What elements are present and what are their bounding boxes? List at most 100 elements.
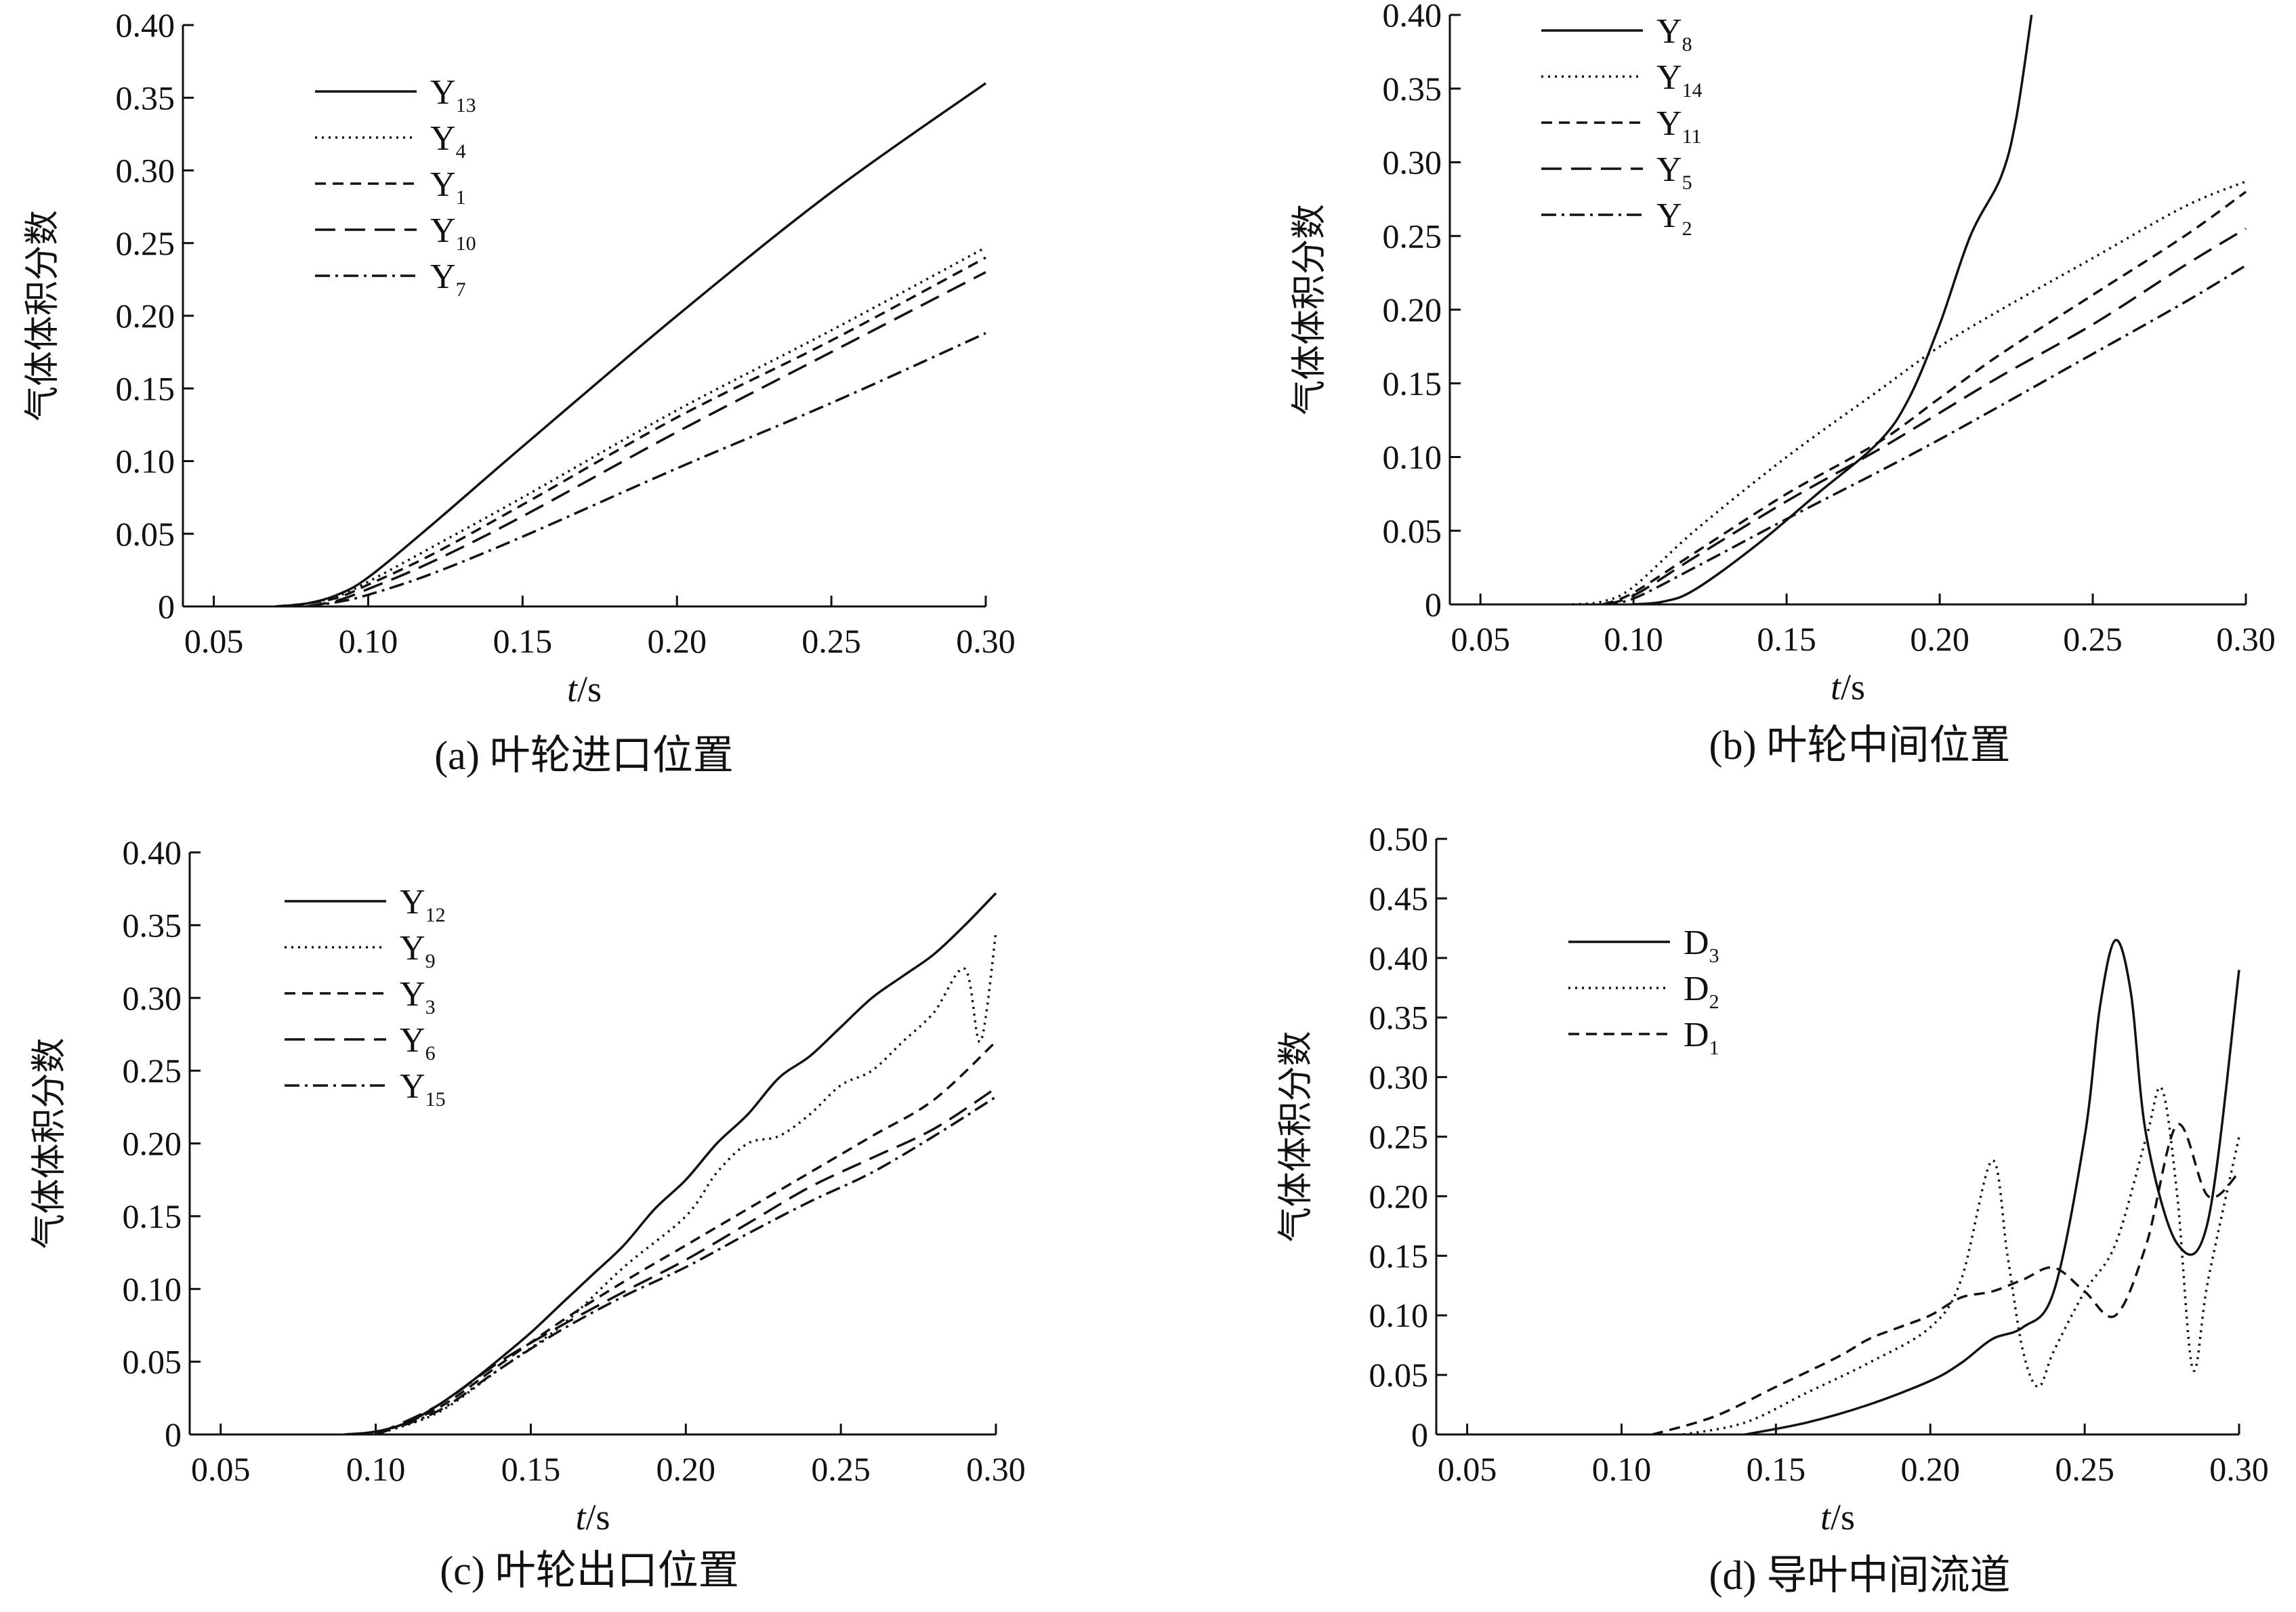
legend-label: Y11	[1656, 104, 1701, 148]
panel-caption: (c) 叶轮出口位置	[440, 1548, 739, 1593]
chart-panel-2: 00.050.100.150.200.250.300.350.400.05 0.1…	[29, 833, 1026, 1593]
y-tick-label: 0.35	[123, 906, 182, 944]
y-tick-label: 0.10	[1369, 1296, 1429, 1334]
y-tick-label: 0.50	[1369, 820, 1429, 858]
series-line-Y14	[1572, 180, 2247, 604]
series-line-Y2	[1602, 264, 2247, 604]
x-tick-label: 0.25	[2063, 620, 2123, 658]
series-line-Y13	[275, 82, 987, 606]
legend-label: D1	[1684, 1016, 1719, 1059]
y-tick-label: 0.40	[116, 6, 175, 44]
y-tick-label: 0.20	[123, 1125, 182, 1163]
x-tick-label: 0.20	[647, 622, 707, 660]
x-axis-title: t/s	[567, 669, 602, 709]
legend-label: Y6	[400, 1021, 436, 1065]
y-axis-title: 气体体积分数	[22, 210, 63, 421]
y-axis-title: 气体体积分数	[29, 1037, 70, 1249]
x-tick-label: 0.25	[811, 1450, 871, 1488]
y-tick-label: 0.20	[1383, 291, 1442, 329]
x-tick-label: 0.10	[1592, 1450, 1652, 1488]
chart-panel-3: 0 0.05 0.10 0.15 0.20 0.25 0.30 0.35 0.40 0.45 0.5…	[1276, 820, 2269, 1598]
legend-label: Y7	[430, 257, 466, 301]
series-line-Y8	[1633, 14, 2033, 604]
x-tick-label: 0.20	[656, 1450, 716, 1488]
legend-label: Y13	[430, 73, 476, 117]
y-tick-label: 0.30	[116, 152, 175, 190]
x-tick-label: 0.15	[1747, 1450, 1806, 1488]
y-tick-label: 0.35	[1369, 999, 1429, 1037]
series-line-Y1	[275, 256, 986, 606]
y-tick-label: 0.20	[1369, 1177, 1429, 1215]
series-line-Y4	[275, 246, 986, 606]
x-tick-label: 0.10	[346, 1450, 406, 1488]
y-axis-title: 气体体积分数	[1276, 1031, 1316, 1242]
y-tick-label: 0.05	[1369, 1356, 1429, 1394]
x-tick-label: 0.20	[1900, 1450, 1960, 1488]
y-tick-label: 0.30	[123, 979, 182, 1017]
x-tick-label: 0.30	[2216, 620, 2276, 658]
legend-label: D2	[1684, 970, 1719, 1013]
y-tick-label: 0.15	[116, 369, 175, 407]
y-tick-label: 0.10	[1383, 438, 1442, 476]
y-tick-label: 0	[1425, 585, 1442, 623]
y-tick-label: 0.40	[1369, 939, 1429, 977]
y-tick-label: 0.05	[1383, 512, 1442, 550]
legend-label: Y12	[400, 883, 446, 926]
series-line-Y10	[306, 271, 986, 606]
x-tick-label: 0.10	[339, 622, 398, 660]
series-line-Y9	[375, 932, 997, 1434]
legend-label: D3	[1684, 924, 1719, 967]
series-line-Y6	[375, 1087, 997, 1434]
y-tick-label: 0	[165, 1415, 182, 1453]
chart-panel-1: 00.050.100.150.200.250.300.350.400.05 0.1…	[1289, 0, 2276, 768]
legend-label: Y14	[1656, 58, 1703, 102]
legend-label: Y8	[1656, 12, 1692, 56]
x-tick-label: 0.15	[493, 622, 553, 660]
chart-panel-0: 00.050.100.150.200.250.300.350.400.05 0.1…	[22, 6, 1016, 778]
panel-caption: (d) 导叶中间流道	[1709, 1553, 2011, 1598]
legend-label: Y2	[1656, 197, 1692, 240]
legend-label: Y5	[1656, 150, 1692, 194]
x-tick-label: 0.30	[2209, 1450, 2269, 1488]
legend-label: Y3	[400, 975, 436, 1018]
legend-label: Y15	[400, 1067, 446, 1111]
y-tick-label: 0.35	[1383, 70, 1442, 108]
legend-label: Y1	[430, 165, 466, 209]
x-tick-label: 0.05	[191, 1450, 251, 1488]
x-tick-label: 0.25	[801, 622, 861, 660]
y-tick-label: 0.15	[123, 1197, 182, 1235]
x-tick-label: 0.10	[1604, 620, 1663, 658]
x-tick-label: 0.30	[966, 1450, 1026, 1488]
y-tick-label: 0.25	[123, 1052, 182, 1090]
series-line-Y15	[375, 1096, 997, 1434]
panel-caption: (b) 叶轮中间位置	[1709, 723, 2011, 768]
y-tick-label: 0.20	[116, 297, 175, 335]
y-tick-label: 0.40	[1383, 0, 1442, 34]
x-axis-title: t/s	[575, 1497, 610, 1537]
series-line-Y12	[344, 892, 997, 1434]
x-tick-label: 0.30	[956, 622, 1016, 660]
panel-caption: (a) 叶轮进口位置	[434, 733, 734, 778]
y-tick-label: 0.25	[1369, 1118, 1429, 1156]
y-tick-label: 0.15	[1383, 365, 1442, 402]
y-axis-title: 气体体积分数	[1289, 204, 1330, 415]
x-tick-label: 0.05	[1438, 1450, 1497, 1488]
x-tick-label: 0.05	[184, 622, 244, 660]
y-tick-label: 0.40	[123, 833, 182, 871]
x-tick-label: 0.15	[501, 1450, 561, 1488]
series-line-D1	[1652, 1123, 2240, 1434]
y-tick-label: 0.05	[123, 1343, 182, 1381]
series-line-D3	[1745, 938, 2240, 1434]
y-tick-label: 0.15	[1369, 1237, 1429, 1275]
x-axis-title: t/s	[1831, 667, 1865, 707]
y-tick-label: 0.30	[1369, 1058, 1429, 1096]
series-line-D2	[1683, 1086, 2240, 1434]
y-tick-label: 0.25	[116, 224, 175, 262]
legend-label: Y9	[400, 929, 436, 972]
y-tick-label: 0.10	[116, 442, 175, 480]
y-tick-label: 0.45	[1369, 880, 1429, 917]
y-tick-label: 0.35	[116, 79, 175, 117]
series-line-Y7	[306, 332, 986, 606]
y-tick-label: 0.10	[123, 1270, 182, 1308]
series-line-Y5	[1602, 227, 2247, 604]
